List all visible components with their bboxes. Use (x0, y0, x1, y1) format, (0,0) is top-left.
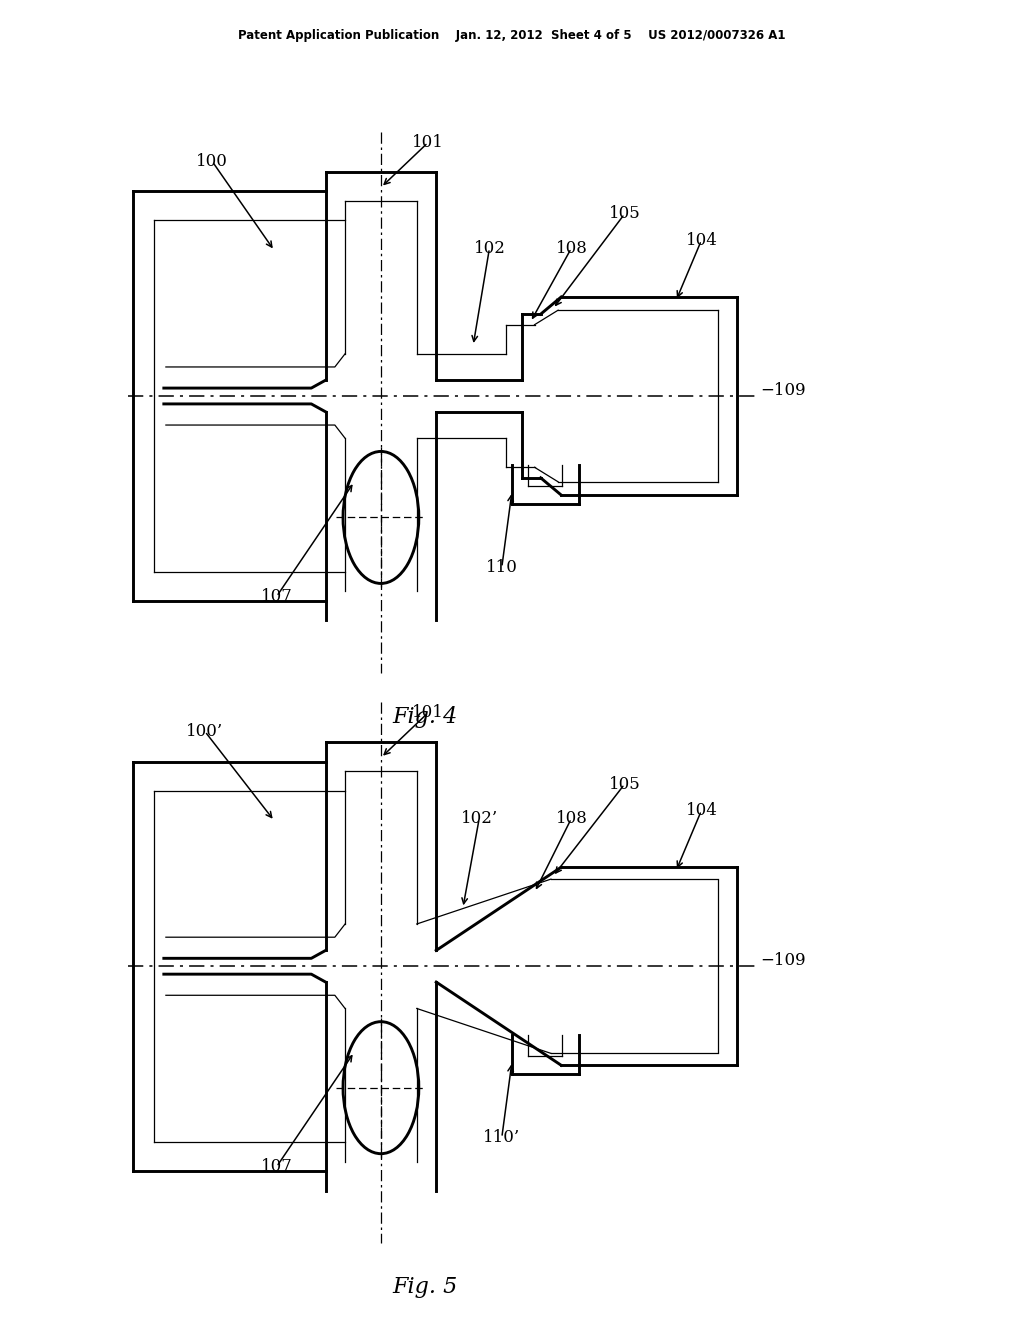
Text: 108: 108 (555, 810, 588, 826)
Text: Patent Application Publication    Jan. 12, 2012  Sheet 4 of 5    US 2012/0007326: Patent Application Publication Jan. 12, … (239, 29, 785, 42)
Text: 101: 101 (412, 705, 444, 721)
Text: Fig. 5: Fig. 5 (392, 1276, 458, 1298)
Text: 100’: 100’ (186, 723, 223, 739)
Text: 102’: 102’ (461, 810, 498, 826)
Text: 101: 101 (412, 135, 444, 150)
Text: 108: 108 (555, 240, 588, 256)
Text: Fig. 4: Fig. 4 (392, 706, 458, 727)
Text: 110’: 110’ (483, 1130, 520, 1146)
Text: 105: 105 (608, 776, 641, 792)
Text: 104: 104 (685, 232, 718, 248)
Text: 107: 107 (260, 1159, 293, 1175)
Text: 102: 102 (473, 240, 506, 256)
Text: 110: 110 (485, 560, 518, 576)
Text: 105: 105 (608, 206, 641, 222)
Text: 107: 107 (260, 589, 293, 605)
Text: 104: 104 (685, 803, 718, 818)
Text: −109: −109 (760, 953, 806, 969)
Text: −109: −109 (760, 383, 806, 399)
Text: 100: 100 (196, 153, 228, 169)
